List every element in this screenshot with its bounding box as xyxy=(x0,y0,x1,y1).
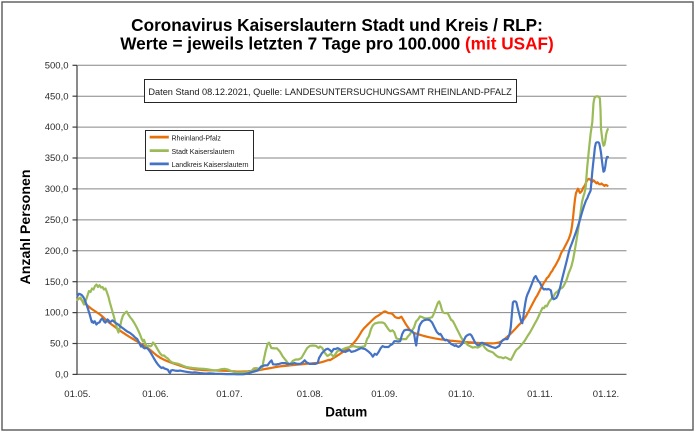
svg-text:01.12.: 01.12. xyxy=(593,389,619,400)
svg-text:250,0: 250,0 xyxy=(45,215,69,226)
svg-text:0,0: 0,0 xyxy=(55,370,68,381)
svg-text:01.08.: 01.08. xyxy=(297,389,323,400)
svg-text:400,0: 400,0 xyxy=(45,122,69,133)
svg-text:Coronavirus Kaiserslautern Sta: Coronavirus Kaiserslautern Stadt und Kre… xyxy=(131,15,543,35)
svg-text:01.10.: 01.10. xyxy=(448,389,474,400)
svg-text:350,0: 350,0 xyxy=(45,153,69,164)
svg-text:Anzahl Personen: Anzahl Personen xyxy=(18,169,34,284)
svg-text:01.06.: 01.06. xyxy=(142,389,168,400)
svg-text:Werte = jeweils letzten 7 Tage: Werte = jeweils letzten 7 Tage pro 100.0… xyxy=(120,33,554,53)
svg-text:Landkreis Kaiserslautern: Landkreis Kaiserslautern xyxy=(172,162,249,169)
svg-text:01.09.: 01.09. xyxy=(371,389,397,400)
svg-text:Datum: Datum xyxy=(325,405,367,420)
svg-text:500,0: 500,0 xyxy=(45,60,69,71)
svg-text:Stadt Kaiserslautern: Stadt Kaiserslautern xyxy=(172,149,235,156)
svg-text:Rheinland-Pfalz: Rheinland-Pfalz xyxy=(172,135,222,142)
svg-text:01.11.: 01.11. xyxy=(527,389,553,400)
svg-text:200,0: 200,0 xyxy=(45,246,69,257)
svg-text:01.07.: 01.07. xyxy=(216,389,242,400)
svg-text:450,0: 450,0 xyxy=(45,91,69,102)
svg-text:01.05.: 01.05. xyxy=(64,389,90,400)
svg-text:300,0: 300,0 xyxy=(45,184,69,195)
svg-text:100,0: 100,0 xyxy=(45,308,69,319)
svg-text:50,0: 50,0 xyxy=(50,339,69,350)
svg-text:Daten Stand 08.12.2021, Quelle: Daten Stand 08.12.2021, Quelle: LANDESUN… xyxy=(148,87,512,97)
svg-text:150,0: 150,0 xyxy=(45,277,69,288)
